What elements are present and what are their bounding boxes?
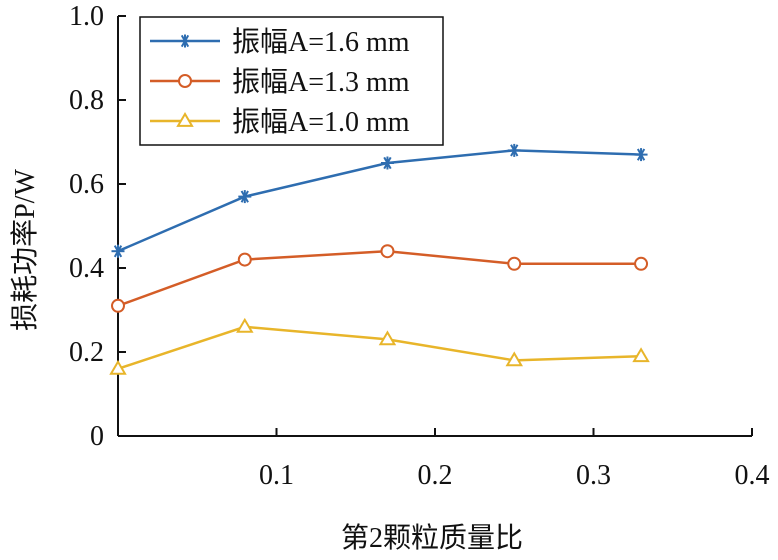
y-tick-label: 1.0 xyxy=(69,1,104,32)
series-line xyxy=(117,249,642,307)
series-1 xyxy=(111,143,648,258)
y-axis-label: 损耗功率P/W xyxy=(9,169,41,331)
x-tick-label: 0.3 xyxy=(576,460,611,491)
data-point xyxy=(236,317,254,333)
data-point xyxy=(238,190,252,204)
legend-label: 振幅A=1.6 mm xyxy=(232,26,410,58)
y-tick-label: 0.2 xyxy=(69,337,104,368)
ticks: 0 0.2 0.4 0.6 0.8 1.0 0.1 0.2 0.3 0.4 xyxy=(69,1,770,491)
data-point xyxy=(111,244,125,258)
legend-marker xyxy=(176,112,194,127)
data-point xyxy=(507,143,521,157)
legend-label: 振幅A=1.3 mm xyxy=(232,66,410,98)
data-point xyxy=(378,330,397,346)
series-line xyxy=(117,325,642,370)
x-tick-label: 0.2 xyxy=(418,460,453,491)
legend-label: 振幅A=1.0 mm xyxy=(232,106,410,138)
y-tick-label: 0 xyxy=(90,421,104,452)
legend-entry: 振幅A=1.0 mm xyxy=(150,106,410,138)
data-point xyxy=(109,359,127,375)
x-axis-label: 第2颗粒质量比 xyxy=(341,522,523,554)
y-tick-label: 0.6 xyxy=(69,169,104,200)
data-point xyxy=(634,148,648,162)
data-point xyxy=(380,156,394,170)
y-tick-label: 0.4 xyxy=(69,253,104,284)
series-line xyxy=(117,149,642,253)
data-point xyxy=(634,256,649,271)
series-layer xyxy=(109,143,650,375)
y-tick-label: 0.8 xyxy=(69,85,104,116)
series-3 xyxy=(109,317,650,375)
legend-marker xyxy=(178,34,192,48)
legend-entry: 振幅A=1.3 mm xyxy=(150,66,410,98)
data-point xyxy=(380,244,395,259)
legend: 振幅A=1.6 mm 振幅A=1.3 mm 振幅A=1.0 mm xyxy=(139,16,444,146)
legend-entry: 振幅A=1.6 mm xyxy=(150,26,410,58)
data-point xyxy=(505,351,523,367)
data-point xyxy=(507,256,522,271)
x-tick-label: 0.1 xyxy=(259,460,294,491)
series-2 xyxy=(111,244,649,313)
legend-marker xyxy=(178,74,192,88)
data-point xyxy=(111,298,125,313)
x-tick-label: 0.4 xyxy=(735,460,770,491)
data-point xyxy=(632,347,650,363)
data-point xyxy=(237,252,252,267)
